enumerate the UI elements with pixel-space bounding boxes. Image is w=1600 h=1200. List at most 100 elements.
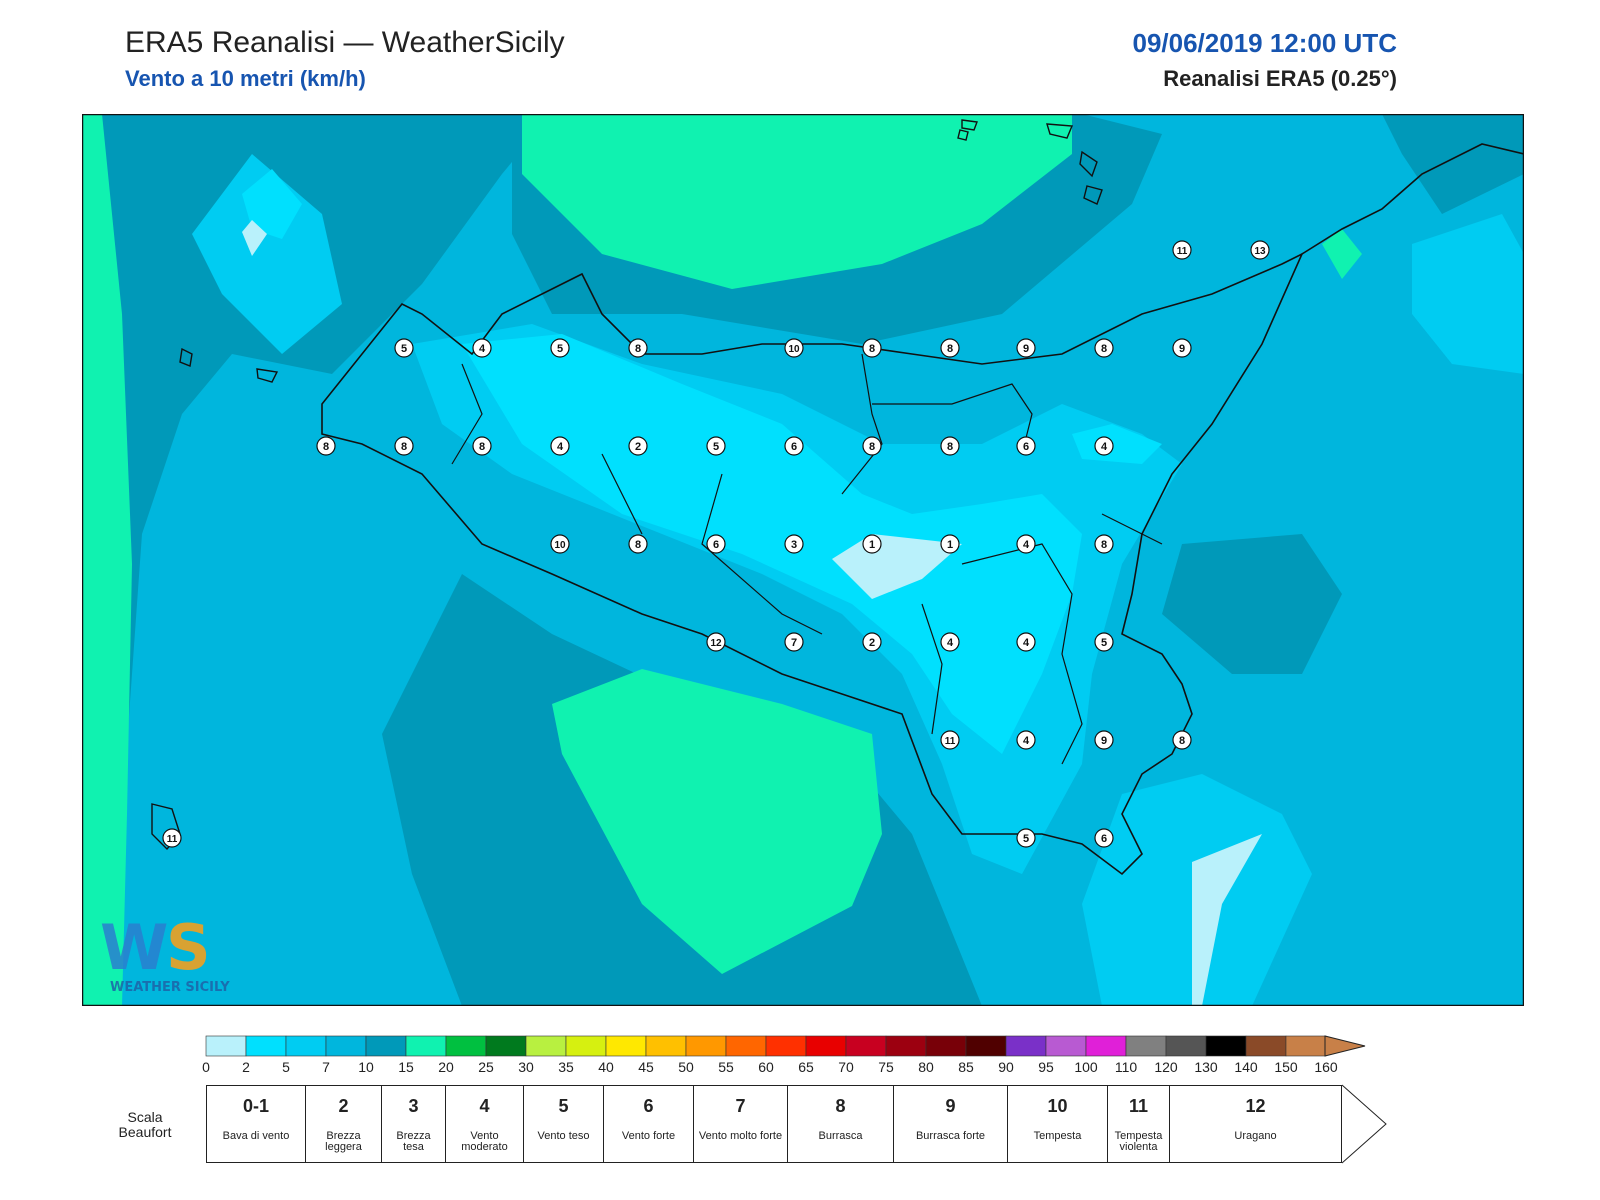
station-value: 5	[1023, 833, 1029, 845]
sicily-coastline	[321, 252, 1304, 876]
station-marker: 10	[784, 338, 804, 358]
station-marker: 5	[550, 338, 570, 358]
station-marker: 4	[1094, 436, 1114, 456]
station-marker: 4	[472, 338, 492, 358]
station-value: 8	[635, 539, 641, 551]
beaufort-number: 0-1	[242, 1096, 269, 1116]
station-value: 9	[1179, 343, 1185, 355]
colorbar-tick-label: 20	[438, 1059, 454, 1075]
station-marker: 13	[1250, 240, 1270, 260]
colorbar-swatch	[1125, 1035, 1167, 1057]
beaufort-number: 6	[643, 1096, 654, 1116]
wind-zone	[192, 154, 342, 354]
map-source: Reanalisi ERA5 (0.25°)	[1163, 66, 1397, 91]
station-marker-circle	[784, 534, 804, 554]
station-marker: 1	[862, 534, 882, 554]
beaufort-title: Scala Beaufort	[118, 1109, 172, 1140]
colorbar-swatch	[605, 1035, 647, 1057]
station-marker-circle	[550, 534, 570, 554]
colorbar-tick-label: 40	[598, 1059, 614, 1075]
colorbar-tick-label: 90	[998, 1059, 1014, 1075]
station-marker: 5	[706, 436, 726, 456]
station-value: 6	[1023, 441, 1029, 453]
svg-text:S: S	[166, 911, 211, 984]
station-value: 9	[1023, 343, 1029, 355]
colorbar-swatch	[485, 1035, 527, 1057]
station-value: 8	[1101, 539, 1107, 551]
station-marker-circle	[1094, 828, 1114, 848]
station-marker: 8	[628, 534, 648, 554]
island-outline	[957, 119, 1103, 205]
station-marker: 7	[784, 632, 804, 652]
beaufort-cell: 5 Vento teso	[524, 1085, 604, 1163]
station-marker: 8	[862, 436, 882, 456]
colorbar-tick-label: 50	[678, 1059, 694, 1075]
wind-zone	[1192, 834, 1262, 1006]
colorbar-swatch	[525, 1035, 567, 1057]
station-marker-circle	[472, 436, 492, 456]
station-markers: 11 135 4 5 8 10 8 8 9 8 98 8 8 4 2 5 6 8 8 6 410 8 6 3 1 1 4 812 7 2 4…	[162, 240, 1270, 848]
colorbar-swatch	[965, 1035, 1007, 1057]
beaufort-number: 9	[945, 1096, 956, 1116]
station-marker-circle	[162, 828, 182, 848]
colorbar-tick-label: 130	[1194, 1059, 1218, 1075]
weathersicily-logo: W S WEATHER SICILY	[100, 911, 230, 995]
beaufort-number: 2	[338, 1096, 349, 1116]
beaufort-scale: 0-1 Bava di vento 2 Brezza leggera 3 Brezza t…	[206, 1084, 1396, 1167]
station-marker: 8	[1094, 534, 1114, 554]
colorbar-swatch	[805, 1035, 847, 1057]
colorbar-tick-label: 140	[1234, 1059, 1258, 1075]
beaufort-cell: 8 Burrasca	[788, 1085, 894, 1163]
station-value: 8	[401, 441, 407, 453]
colorbar-swatch	[765, 1035, 807, 1057]
station-value: 4	[1023, 735, 1030, 747]
station-marker-circle	[940, 534, 960, 554]
beaufort-number: 3	[408, 1096, 419, 1116]
colorbar-swatch	[885, 1035, 927, 1057]
colorbar-tick-label: 65	[798, 1059, 814, 1075]
station-value: 12	[710, 638, 722, 649]
colorbar-swatch	[845, 1035, 887, 1057]
colorbar-swatch	[1285, 1035, 1327, 1057]
station-marker-circle	[940, 632, 960, 652]
province-borders	[451, 353, 1163, 765]
station-marker-circle	[1172, 730, 1192, 750]
colorbar-swatch	[685, 1035, 727, 1057]
colorbar-swatch	[245, 1035, 287, 1057]
station-marker-circle	[862, 436, 882, 456]
colorbar-tick-label: 60	[758, 1059, 774, 1075]
station-marker: 3	[784, 534, 804, 554]
colorbar-tick-label: 120	[1154, 1059, 1178, 1075]
station-marker: 8	[940, 338, 960, 358]
station-value: 8	[479, 441, 485, 453]
station-marker-circle	[550, 436, 570, 456]
station-value: 1	[869, 539, 875, 551]
station-marker: 4	[1016, 632, 1036, 652]
station-marker-circle	[1250, 240, 1270, 260]
colorbar-swatch	[205, 1035, 247, 1057]
station-marker-circle	[1016, 338, 1036, 358]
colorbar-tick-label: 7	[322, 1059, 330, 1075]
colorbar-tick-label: 160	[1314, 1059, 1338, 1075]
station-marker-circle	[1172, 240, 1192, 260]
station-marker: 11	[162, 828, 182, 848]
colorbar-swatch	[1165, 1035, 1207, 1057]
station-marker-circle	[1094, 436, 1114, 456]
station-marker: 8	[394, 436, 414, 456]
station-marker: 6	[1016, 436, 1036, 456]
island-outline	[179, 347, 193, 367]
wind-zone	[522, 114, 1072, 289]
beaufort-cell: 2 Brezza leggera	[306, 1085, 382, 1163]
station-marker-circle	[940, 730, 960, 750]
station-marker-circle	[394, 338, 414, 358]
colorbar-swatch	[1005, 1035, 1047, 1057]
station-value: 8	[635, 343, 641, 355]
beaufort-description: Vento forte	[621, 1130, 676, 1142]
colorbar-swatch	[1045, 1035, 1087, 1057]
beaufort-number: 12	[1245, 1096, 1266, 1116]
station-value: 8	[323, 441, 329, 453]
wind-zone	[1412, 214, 1524, 374]
station-value: 8	[1179, 735, 1185, 747]
station-marker: 5	[394, 338, 414, 358]
colorbar-tick-label: 35	[558, 1059, 574, 1075]
